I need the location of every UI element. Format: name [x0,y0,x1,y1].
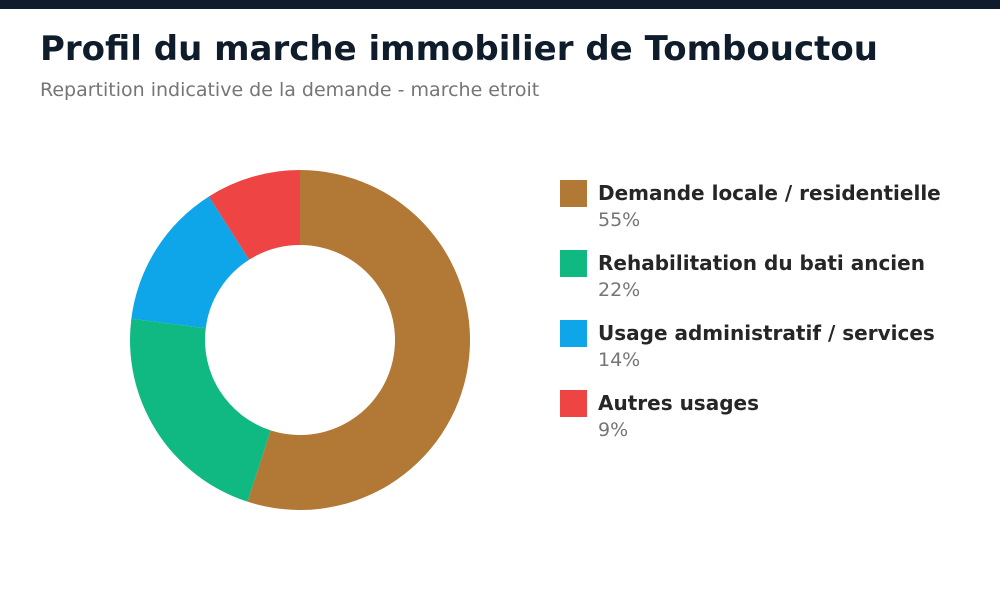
legend-label: Demande locale / residentielle [598,181,941,205]
legend-value: 22% [598,279,641,301]
legend-swatch [560,250,587,277]
top-accent-bar [0,0,1000,9]
donut-slice-1 [129,318,271,502]
donut-slice-0 [247,170,471,511]
donut-chart [129,170,471,511]
legend-label: Rehabilitation du bati ancien [598,251,925,275]
donut-slice-3 [208,170,300,260]
chart-subtitle: Repartition indicative de la demande - m… [40,79,540,101]
legend-label: Autres usages [598,391,759,415]
donut-slice-2 [131,196,250,329]
chart-title: Profil du marche immobilier de Tomboucto… [40,29,878,69]
legend-swatch [560,390,587,417]
legend-swatch [560,320,587,347]
legend-value: 9% [598,419,629,441]
legend-value: 55% [598,209,641,231]
legend-label: Usage administratif / services [598,321,935,345]
legend-value: 14% [598,349,641,371]
legend-swatch [560,180,587,207]
